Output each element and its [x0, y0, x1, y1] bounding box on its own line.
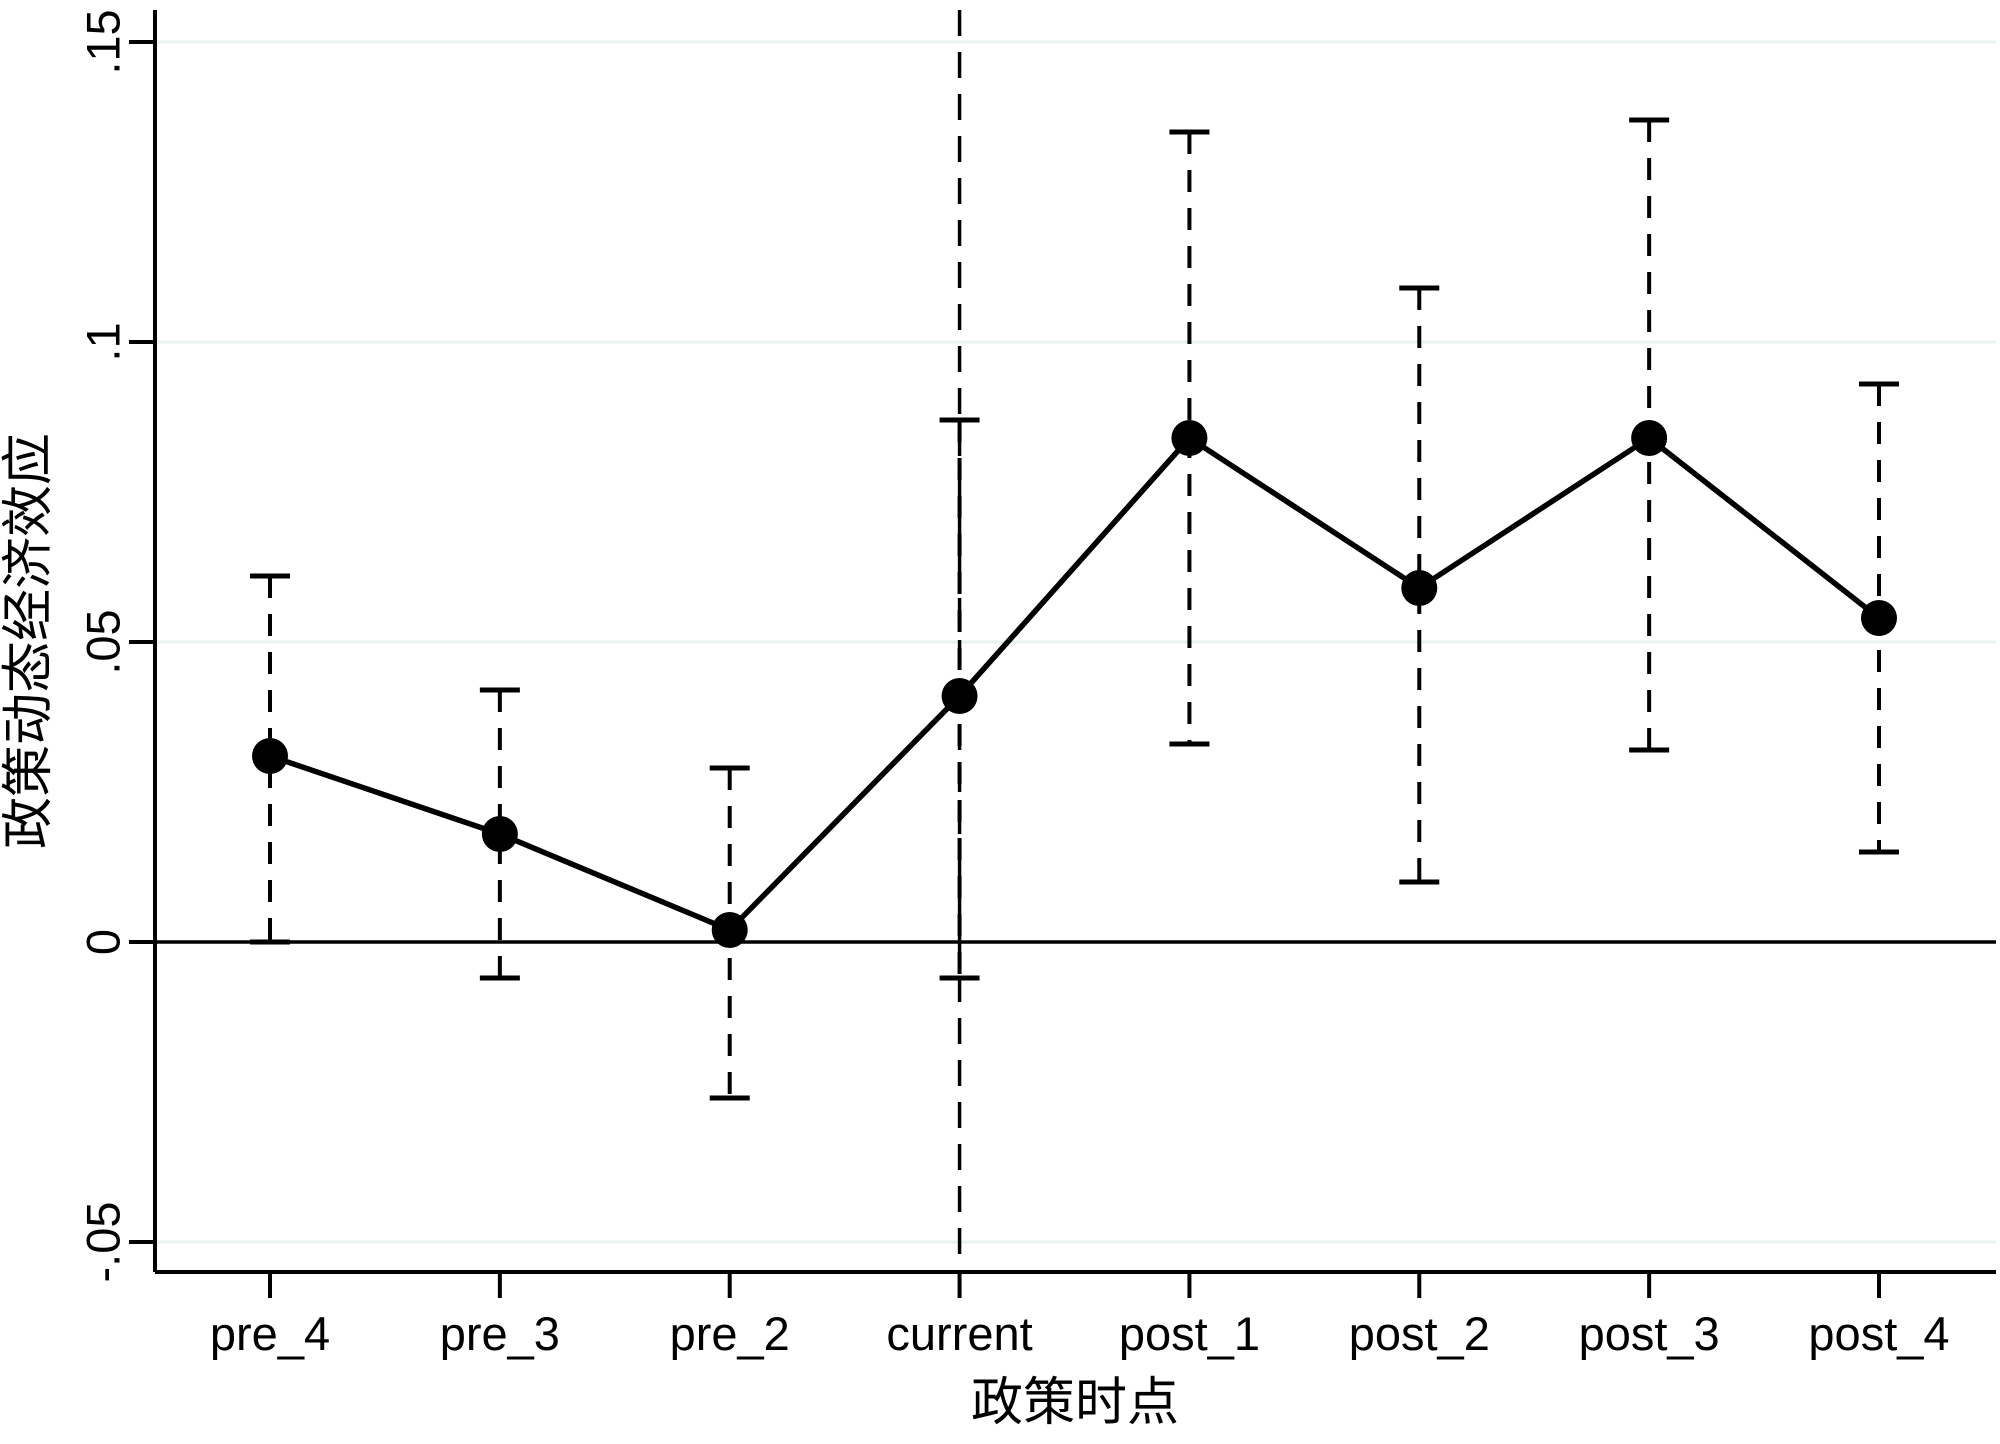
y-tick-label: .05 — [76, 609, 129, 674]
x-tick-label-pre_4: pre_4 — [210, 1307, 330, 1360]
x-tick-label-post_3: post_3 — [1579, 1307, 1720, 1360]
data-point-post_2 — [1401, 570, 1438, 606]
data-point-pre_2 — [711, 912, 748, 948]
y-axis-title: 政策动态经济效应 — [0, 433, 58, 849]
data-point-post_3 — [1631, 420, 1668, 456]
y-tick-label: -.05 — [76, 1202, 129, 1283]
x-tick-label-post_1: post_1 — [1119, 1307, 1260, 1360]
x-tick-label-pre_3: pre_3 — [440, 1307, 560, 1360]
data-point-pre_3 — [481, 816, 518, 852]
data-point-current — [941, 678, 978, 714]
data-point-post_4 — [1860, 600, 1897, 636]
data-point-post_1 — [1171, 420, 1208, 456]
y-tick-label: .15 — [76, 9, 129, 74]
y-tick-label: 0 — [76, 929, 129, 955]
x-axis-title: 政策时点 — [971, 1374, 1179, 1432]
y-tick-label: .1 — [76, 322, 129, 361]
data-point-pre_4 — [252, 738, 288, 774]
x-tick-label-post_2: post_2 — [1349, 1307, 1490, 1360]
x-tick-label-post_4: post_4 — [1808, 1307, 1949, 1360]
x-tick-label-pre_2: pre_2 — [670, 1307, 790, 1360]
series-line — [269, 435, 1881, 933]
x-tick-label-current: current — [886, 1307, 1032, 1360]
